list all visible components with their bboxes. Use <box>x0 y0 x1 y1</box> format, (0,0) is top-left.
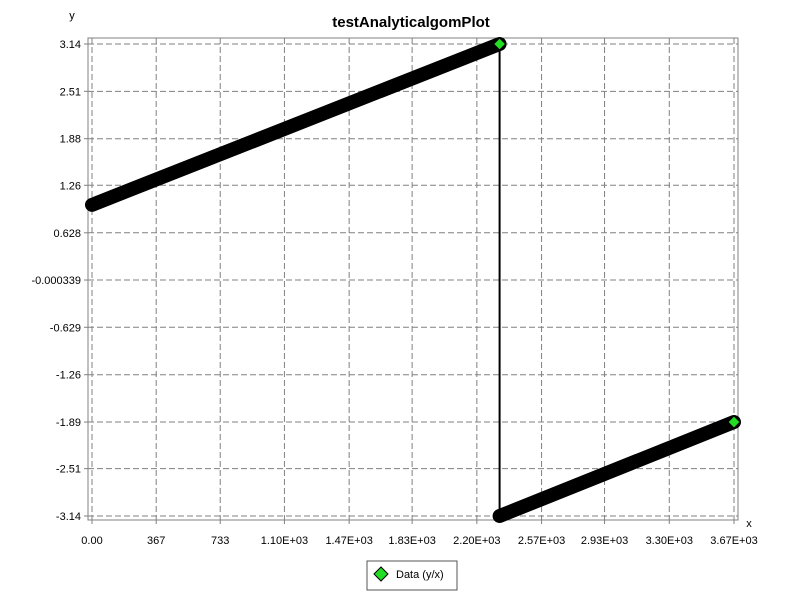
y-tick-label: -3.14 <box>56 511 81 523</box>
x-tick-label: 733 <box>211 535 229 547</box>
legend: Data (y/x) <box>366 560 458 591</box>
x-tick-label: 2.57E+03 <box>518 535 565 547</box>
x-axis-label: x <box>746 518 752 530</box>
y-tick-label: 1.26 <box>60 180 81 192</box>
legend-box <box>366 560 458 591</box>
series-layer <box>85 37 741 523</box>
y-axis-label: y <box>69 10 75 22</box>
marker-layer <box>492 37 741 429</box>
y-tick-label: 3.14 <box>60 39 81 51</box>
x-tick-label: 0.00 <box>81 535 102 547</box>
x-tick-label: 3.30E+03 <box>646 535 693 547</box>
y-axis-ticks: 3.14 2.51 1.88 1.26 0.628 -0.000339 -0.629 -1.2… <box>31 39 88 523</box>
x-tick-label: 1.10E+03 <box>261 535 308 547</box>
series-line <box>91 42 735 518</box>
x-axis-ticks: 0.00 367 733 1.10E+03 1.47E+03 1.83E+03 2.20E+… <box>81 520 758 547</box>
y-tick-label: 0.628 <box>53 228 81 240</box>
x-tick-label: 367 <box>147 535 165 547</box>
chart-title: testAnalyticalgomPlot <box>332 14 490 31</box>
x-tick-label: 3.67E+03 <box>710 535 757 547</box>
data-point-marker <box>727 415 741 429</box>
legend-marker-diamond-icon <box>373 566 389 582</box>
x-tick-label: 2.93E+03 <box>581 535 628 547</box>
y-tick-label: 1.88 <box>60 134 81 146</box>
x-tick-label: 1.47E+03 <box>325 535 372 547</box>
legend-entry-label: Data (y/x) <box>396 569 444 581</box>
y-tick-label: -1.89 <box>56 417 81 429</box>
data-point-marker <box>492 37 507 51</box>
x-tick-label: 1.83E+03 <box>388 535 435 547</box>
y-tick-label: -1.26 <box>56 370 81 382</box>
plot-area <box>87 37 739 521</box>
grid <box>88 38 738 520</box>
x-tick-label: 2.20E+03 <box>453 535 500 547</box>
y-tick-label: 2.51 <box>60 86 81 98</box>
y-tick-label: -0.000339 <box>31 275 81 287</box>
y-tick-label: -2.51 <box>56 464 81 476</box>
y-tick-label: -0.629 <box>50 322 81 334</box>
